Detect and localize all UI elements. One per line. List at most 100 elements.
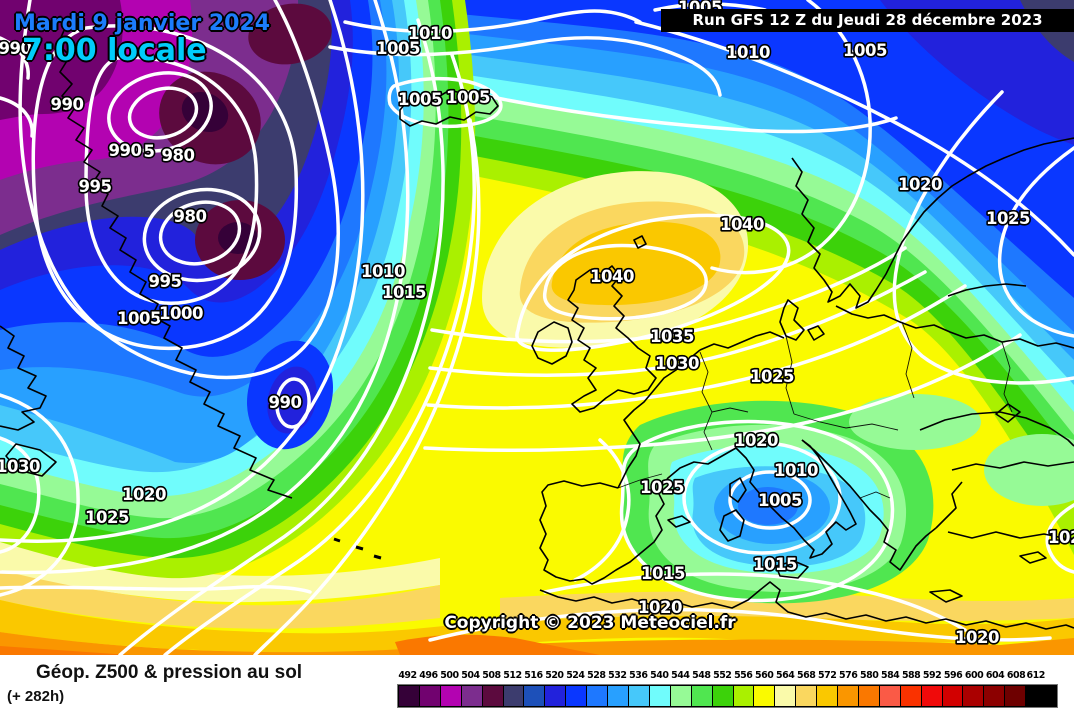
pressure-label: 1020: [955, 628, 999, 647]
pressure-label: 995: [149, 272, 182, 291]
legend-swatch: [523, 685, 546, 707]
legend-value: 556: [734, 670, 753, 681]
pressure-label: 1025: [85, 508, 129, 527]
legend-values: 492 496 500 504 508 512 516 520 524 528 532 536 540 5…: [397, 670, 1058, 681]
cyprus-coast: [1019, 551, 1047, 564]
great-britain-coast: [567, 265, 657, 413]
pressure-label: 1005: [446, 88, 490, 107]
pressure-label: 1025: [1048, 528, 1074, 547]
legend-swatch: [857, 685, 880, 707]
pressure-label: 1005: [117, 309, 161, 328]
pressure-label: 1035: [650, 327, 694, 346]
legend-value: 516: [524, 670, 543, 681]
baltic-coast: [835, 305, 1074, 349]
legend-value: 504: [461, 670, 480, 681]
sardinia-coast: [719, 509, 745, 542]
pressure-label: 990: [109, 141, 142, 160]
pressure-label: 1015: [382, 283, 426, 302]
footer-panel: Géop. Z500 & pression au sol (+ 282h) 49…: [0, 655, 1074, 712]
turkey-south-coast: [947, 531, 1074, 540]
ireland-coast: [531, 321, 573, 365]
legend-swatch: [753, 685, 776, 707]
legend-swatch: [607, 685, 629, 707]
crete-coast: [929, 589, 963, 603]
corsica-coast: [729, 477, 747, 503]
legend-swatch: [899, 685, 922, 707]
sicily-coast: [775, 560, 809, 579]
aegean-coast: [935, 481, 963, 529]
legend-swatches: [397, 684, 1058, 708]
legend-value: 560: [755, 670, 774, 681]
pressure-label: 995: [79, 177, 112, 196]
legend-swatch: [732, 685, 755, 707]
pressure-label: 1010: [361, 262, 405, 281]
legend-value: 600: [964, 670, 984, 681]
iberia-coast: [539, 447, 737, 585]
legend-swatch: [816, 685, 839, 707]
italy-coast: [735, 439, 857, 559]
pressure-label: 1020: [898, 175, 942, 194]
legend-value: 508: [482, 670, 501, 681]
france-west-coast: [617, 349, 701, 489]
iceland-coast: [399, 89, 499, 127]
legend-swatch: [439, 685, 462, 707]
legend-swatch: [544, 685, 567, 707]
pressure-label: 1010: [774, 461, 818, 480]
legend-swatch: [565, 685, 588, 707]
legend-value: 576: [838, 670, 858, 681]
pressure-label: 1005: [398, 90, 442, 109]
legend-value: 532: [608, 670, 627, 681]
danish-islands: [807, 325, 825, 341]
balearics-coast: [667, 515, 691, 528]
legend-swatch: [418, 685, 441, 707]
legend-swatch: [1004, 685, 1027, 707]
legend-value: 528: [587, 670, 606, 681]
pressure-label: 990: [269, 393, 302, 412]
legend-swatch: [502, 685, 525, 707]
pressure-label: 1010: [726, 43, 770, 62]
pressure-label: 1015: [753, 555, 797, 574]
legend-value: 544: [671, 670, 690, 681]
newfoundland-coast: [5, 443, 57, 477]
isobar-contours: [0, 0, 1074, 655]
crimea-coast: [995, 403, 1021, 423]
legend-value: 520: [545, 670, 564, 681]
legend-swatch: [941, 685, 964, 707]
geopotential-legend: 492 496 500 504 508 512 516 520 524 528 532 536 540 5…: [397, 670, 1058, 708]
pressure-label: 990: [0, 39, 31, 58]
pressure-label: 980: [162, 146, 195, 165]
legend-swatch: [460, 685, 483, 707]
pressure-label: 1040: [720, 215, 764, 234]
balkan-coast: [801, 439, 937, 571]
legend-swatch: [962, 685, 985, 707]
legend-value: 572: [818, 670, 837, 681]
pressure-label: 990: [51, 95, 84, 114]
coastlines: [0, 25, 1074, 630]
legend-value: 580: [859, 670, 879, 681]
legend-value: 568: [797, 670, 816, 681]
map-title: Géop. Z500 & pression au sol: [36, 662, 303, 683]
legend-swatch: [648, 685, 671, 707]
shetland-coast: [633, 235, 647, 249]
pressure-label: 1020: [638, 598, 682, 617]
pressure-label: 1020: [734, 431, 778, 450]
labrador-coast: [0, 325, 47, 431]
pressure-label: 1005: [843, 41, 887, 60]
legend-swatch: [878, 685, 901, 707]
turkey-north-coast: [951, 461, 1074, 471]
pressure-label: 1025: [986, 209, 1030, 228]
azores-islands: [333, 537, 382, 560]
legend-value: 596: [943, 670, 963, 681]
legend-value: 604: [985, 670, 1005, 681]
legend-swatch: [795, 685, 818, 707]
north-sea-coast: [699, 331, 785, 351]
pressure-label: 1005: [376, 39, 420, 58]
run-info-banner: Run GFS 12 Z du Jeudi 28 décembre 2023: [661, 9, 1074, 32]
legend-value: 588: [901, 670, 921, 681]
pressure-label: 1000: [159, 304, 203, 323]
legend-value: 564: [776, 670, 795, 681]
legend-value: 540: [650, 670, 669, 681]
